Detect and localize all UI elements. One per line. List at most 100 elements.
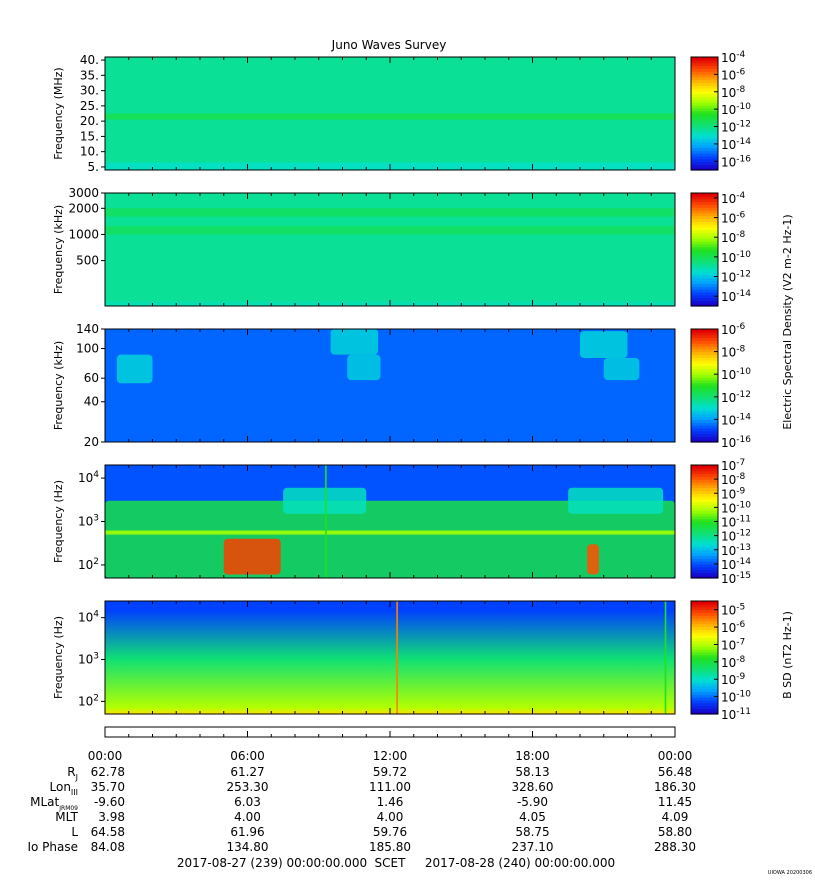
colorbar-segment — [691, 555, 718, 559]
colorbar-segment — [691, 410, 718, 415]
colorbar-tick-label: 10-6 — [721, 67, 746, 82]
colorbar-segment — [691, 408, 718, 412]
colorbar-segment — [691, 388, 718, 392]
colorbar-segment — [691, 337, 718, 341]
colorbar-segment — [691, 671, 718, 676]
colorbar-segment — [691, 357, 718, 361]
colorbar-segment — [691, 391, 718, 395]
colorbar-tick-label: 10-9 — [721, 486, 746, 501]
orbit-value: 58.13 — [515, 765, 549, 779]
colorbar-frame — [690, 328, 719, 443]
spectrogram-panel-1: 5.10. 15.20.25.30. 35.40. Frequency (MHz) 10… — [52, 50, 751, 174]
emission-feature — [568, 487, 664, 514]
colorbar-segment — [691, 609, 718, 613]
colorbar-segment — [691, 283, 718, 287]
colorbar-segment — [691, 121, 718, 126]
spectrogram-panel-5: 102 103 104 Frequency (Hz) 10-11 10-10 10-9 10-… — [52, 600, 751, 722]
colorbar-segment — [691, 303, 718, 307]
colorbar-segment — [691, 427, 718, 432]
colorbar-segment — [691, 467, 718, 472]
colorbar-segment — [691, 544, 718, 548]
orbit-value: 58.75 — [515, 825, 549, 839]
colorbar-segment — [691, 113, 718, 117]
colorbar-segment — [691, 300, 718, 304]
orbit-table: 00:00 06:00 12:00 18:00 00:00 RJ 62.78 61.27 59.… — [27, 726, 696, 854]
colorbar-tick-label: 10-7 — [721, 458, 745, 473]
orbit-value: 186.30 — [654, 780, 696, 794]
colorbar-segment — [691, 481, 718, 486]
colorbar-segment — [691, 663, 718, 667]
colorbar-tick-label: 10-11 — [721, 707, 751, 722]
colorbar-tick-label: 10-4 — [721, 191, 746, 206]
colorbar-segment — [691, 668, 718, 673]
colorbar-segment — [691, 167, 718, 171]
orbit-row-label: Io Phase — [27, 840, 78, 854]
colorbar-segment — [691, 374, 718, 378]
colorbar-segment — [691, 396, 718, 401]
colorbar-segment — [691, 385, 718, 389]
colorbar-segment — [691, 79, 718, 84]
colorbar-segment — [691, 266, 718, 270]
colorbar-segment — [691, 702, 718, 707]
colorbar-segment — [691, 207, 718, 211]
colorbar-segment — [691, 235, 718, 239]
colorbar-segment — [691, 498, 718, 503]
y-tick-label: 103 — [78, 652, 99, 667]
colorbar-frame — [690, 56, 719, 171]
colorbar-segment — [691, 329, 718, 333]
colorbar-tick-label: 10-12 — [721, 270, 751, 285]
colorbar-segment — [691, 657, 718, 661]
magnetic-colorbar-label: B SD (nT2 Hz-1) — [781, 611, 794, 699]
emission-feature — [330, 329, 379, 355]
colorbar-segment — [691, 640, 718, 644]
colorbar-segment — [691, 71, 718, 75]
colorbar-segment — [691, 147, 718, 151]
spectral-gradient — [105, 601, 675, 714]
colorbar-tick-label: 10-12 — [721, 120, 751, 135]
colorbar-segment — [691, 379, 718, 384]
colorbar-segment — [691, 569, 718, 573]
y-tick-label: 30. — [80, 84, 99, 98]
colorbar-segment — [691, 65, 718, 69]
orbit-value: -5.90 — [517, 795, 548, 809]
panels: 5.10. 15.20.25.30. 35.40. Frequency (MHz) 10… — [52, 50, 751, 722]
orbit-value: 328.60 — [512, 780, 554, 794]
orbit-row-label: LonIII — [50, 780, 79, 797]
colorbar-segment — [691, 606, 718, 611]
colorbar-segment — [691, 487, 718, 492]
colorbar-segment — [691, 433, 718, 437]
colorbar-segment — [691, 345, 718, 350]
colorbar-segment — [691, 96, 718, 100]
orbit-value: 59.72 — [373, 765, 407, 779]
colorbar-segment — [691, 665, 718, 670]
colorbar-segment — [691, 116, 718, 120]
colorbar-segment — [691, 558, 718, 562]
footer-left-date: 2017-08-27 (239) 00:00:00.000 — [177, 856, 367, 870]
colorbar-segment — [691, 297, 718, 301]
orbit-row-label: MLatJRM09 — [30, 795, 78, 812]
colorbar-segment — [691, 153, 718, 157]
colorbar-segment — [691, 340, 718, 344]
colorbar-tick-label: 10-15 — [721, 571, 751, 586]
orbit-value: 237.10 — [512, 840, 554, 854]
colorbar-segment — [691, 649, 718, 653]
y-tick-label: 10. — [80, 145, 99, 159]
colorbar-tick-label: 10-8 — [721, 655, 746, 670]
colorbar-segment — [691, 699, 718, 704]
orbit-value: 11.45 — [658, 795, 692, 809]
y-tick-label: 140 — [76, 322, 99, 336]
orbit-value: 4.00 — [234, 810, 261, 824]
colorbar-segment — [691, 209, 718, 214]
colorbar-segment — [691, 218, 718, 222]
emission-feature — [347, 354, 381, 381]
colorbar-tick-label: 10-14 — [721, 557, 751, 572]
colorbar-segment — [691, 629, 718, 633]
colorbar-segment — [691, 515, 718, 520]
colorbar-segment — [691, 238, 718, 242]
orbit-value: 4.00 — [377, 810, 404, 824]
colorbar-segment — [691, 603, 718, 608]
colorbar-segment — [691, 552, 718, 556]
colorbar-segment — [691, 277, 718, 282]
colorbar-segment — [691, 286, 718, 290]
